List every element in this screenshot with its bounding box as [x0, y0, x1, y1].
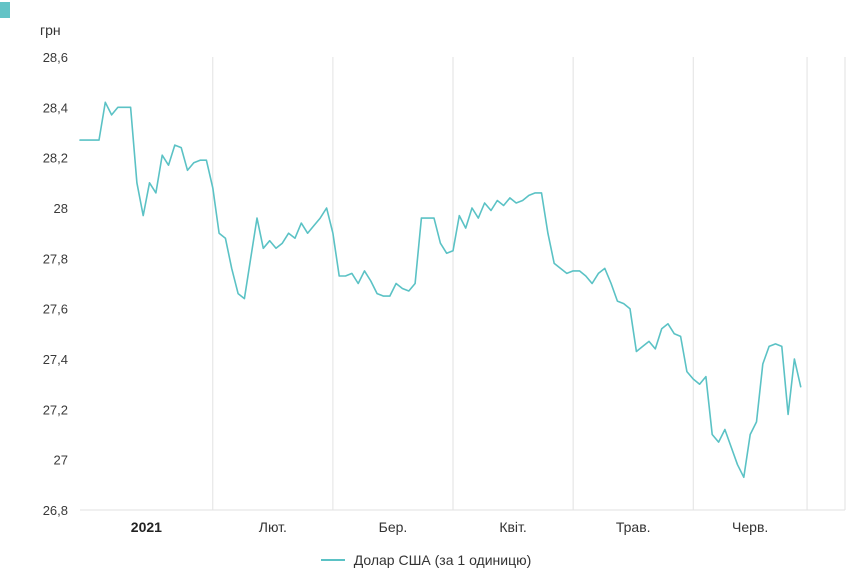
chart-canvas: 28,6 28,4 28,2 28 27,8 27,6 27,4 27,2 27 26,8 2021… [43, 50, 846, 535]
x-axis-month-label: Трав. [616, 519, 651, 535]
y-axis-unit-label: грн [40, 22, 61, 38]
y-tick-label: 27,8 [43, 251, 68, 266]
x-axis-month-label: 2021 [131, 519, 162, 535]
y-tick-label: 28,6 [43, 50, 68, 65]
series-line [79, 101, 802, 479]
legend: Долар США (за 1 одиницю) [0, 552, 852, 568]
legend-line-marker-icon [320, 559, 345, 561]
y-tick-label: 28,2 [43, 151, 68, 166]
y-tick-label: 28,4 [43, 100, 68, 115]
y-tick-label: 26,8 [43, 503, 68, 518]
y-tick-label: 28 [54, 201, 68, 216]
x-axis-month-label: Квіт. [499, 519, 526, 535]
x-axis-month-label: Лют. [259, 519, 287, 535]
x-axis-month-label: Бер. [379, 519, 408, 535]
y-tick-label: 27 [54, 453, 68, 468]
x-axis-month-label: Черв. [732, 519, 768, 535]
y-tick-label: 27,2 [43, 402, 68, 417]
legend-label: Долар США (за 1 одиницю) [353, 552, 532, 568]
y-tick-label: 27,6 [43, 302, 68, 317]
corner-accent [0, 2, 10, 18]
y-tick-label: 27,4 [43, 352, 68, 367]
legend-item[interactable]: Долар США (за 1 одиницю) [320, 552, 532, 568]
